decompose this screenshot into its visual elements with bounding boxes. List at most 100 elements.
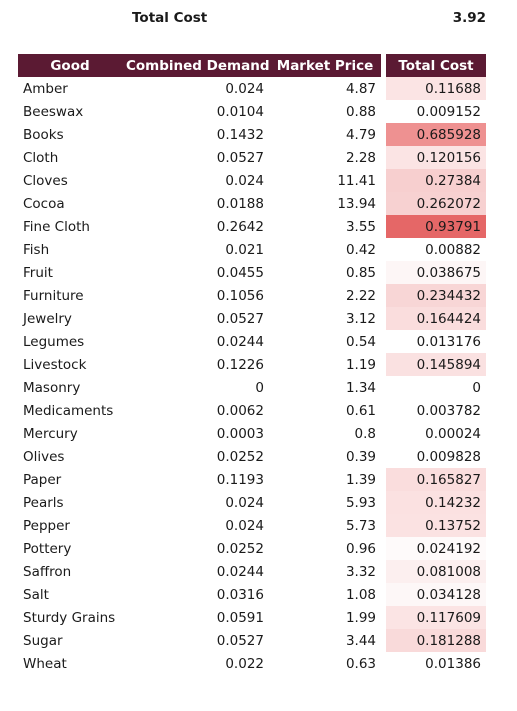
cell-good: Jewelry	[23, 310, 72, 327]
cell-good: Sturdy Grains	[23, 609, 116, 626]
cell-combined-demand: 0.0316	[216, 586, 264, 603]
cell-combined-demand: 0.0455	[216, 264, 264, 281]
cell-good: Cloth	[23, 149, 59, 166]
table-row: Amber 0.024 4.87 0.11688	[18, 77, 486, 100]
table-row: Fruit 0.0455 0.85 0.038675	[18, 261, 486, 284]
cell-total-cost: 0.27384	[381, 169, 486, 192]
cell-combined-demand: 0.0591	[216, 609, 264, 626]
cell-good: Cloves	[23, 172, 68, 189]
cell-total-cost: 0.181288	[381, 629, 486, 652]
cell-total-cost: 0.120156	[381, 146, 486, 169]
cell-total-cost: 0.13752	[381, 514, 486, 537]
cell-good: Fish	[23, 241, 50, 258]
header-market-price[interactable]: Market Price	[269, 54, 381, 77]
cell-market-price: 1.34	[345, 379, 376, 396]
cell-good: Medicaments	[23, 402, 114, 419]
cell-total-cost: 0.034128	[381, 583, 486, 606]
cell-combined-demand: 0.0003	[216, 425, 264, 442]
table-row: Mercury 0.0003 0.8 0.00024	[18, 422, 486, 445]
header-combined-demand[interactable]: Combined Demand	[122, 54, 269, 77]
cell-good: Fine Cloth	[23, 218, 90, 235]
total-cost-value: 3.92	[452, 10, 486, 26]
cell-market-price: 4.87	[345, 80, 376, 97]
cell-market-price: 0.39	[345, 448, 376, 465]
cell-market-price: 2.28	[345, 149, 376, 166]
cell-good: Wheat	[23, 655, 67, 672]
cell-total-cost: 0.117609	[381, 606, 486, 629]
cell-total-cost: 0.01386	[381, 652, 486, 675]
cell-good: Legumes	[23, 333, 85, 350]
table-body: Amber 0.024 4.87 0.11688 Beeswax 0.0104 0.88 0.…	[18, 77, 486, 675]
table-row: Sturdy Grains 0.0591 1.99 0.117609	[18, 606, 486, 629]
total-cost-label: Total Cost	[132, 10, 208, 26]
cell-combined-demand: 0.0527	[216, 149, 264, 166]
table-row: Cloves 0.024 11.41 0.27384	[18, 169, 486, 192]
cell-market-price: 3.12	[345, 310, 376, 327]
cell-good: Amber	[23, 80, 68, 97]
header-good[interactable]: Good	[18, 54, 122, 77]
cell-total-cost: 0.024192	[381, 537, 486, 560]
table-row: Masonry 0 1.34 0	[18, 376, 486, 399]
cell-market-price: 0.61	[345, 402, 376, 419]
cell-combined-demand: 0.024	[225, 517, 264, 534]
cell-combined-demand: 0.0188	[216, 195, 264, 212]
cell-total-cost: 0.11688	[381, 77, 486, 100]
header-total-cost[interactable]: Total Cost	[381, 54, 486, 77]
cell-total-cost: 0.081008	[381, 560, 486, 583]
table-row: Paper 0.1193 1.39 0.165827	[18, 468, 486, 491]
cell-total-cost: 0.038675	[381, 261, 486, 284]
cell-good: Pearls	[23, 494, 64, 511]
table-row: Books 0.1432 4.79 0.685928	[18, 123, 486, 146]
table-row: Pepper 0.024 5.73 0.13752	[18, 514, 486, 537]
table-row: Saffron 0.0244 3.32 0.081008	[18, 560, 486, 583]
cell-combined-demand: 0.1056	[216, 287, 264, 304]
cell-good: Saffron	[23, 563, 72, 580]
cell-market-price: 11.41	[337, 172, 376, 189]
cell-total-cost: 0.234432	[381, 284, 486, 307]
cell-market-price: 1.19	[345, 356, 376, 373]
cell-market-price: 0.85	[345, 264, 376, 281]
cell-total-cost: 0.262072	[381, 192, 486, 215]
cell-total-cost: 0.145894	[381, 353, 486, 376]
cell-market-price: 3.55	[345, 218, 376, 235]
cell-total-cost: 0.165827	[381, 468, 486, 491]
cell-good: Cocoa	[23, 195, 65, 212]
cell-combined-demand: 0.1193	[216, 471, 264, 488]
cell-good: Paper	[23, 471, 62, 488]
cell-good: Pottery	[23, 540, 72, 557]
cell-total-cost: 0.14232	[381, 491, 486, 514]
cell-combined-demand: 0.0252	[216, 540, 264, 557]
cell-good: Masonry	[23, 379, 81, 396]
cell-combined-demand: 0.0104	[216, 103, 264, 120]
cell-combined-demand: 0.024	[225, 172, 264, 189]
cell-combined-demand: 0.1226	[216, 356, 264, 373]
cell-good: Fruit	[23, 264, 53, 281]
cell-combined-demand: 0.0244	[216, 333, 264, 350]
table-row: Sugar 0.0527 3.44 0.181288	[18, 629, 486, 652]
cell-market-price: 0.42	[345, 241, 376, 258]
table-row: Furniture 0.1056 2.22 0.234432	[18, 284, 486, 307]
cell-good: Books	[23, 126, 64, 143]
cell-combined-demand: 0.022	[225, 655, 264, 672]
table-row: Jewelry 0.0527 3.12 0.164424	[18, 307, 486, 330]
cell-combined-demand: 0.024	[225, 80, 264, 97]
cell-total-cost: 0.013176	[381, 330, 486, 353]
cell-total-cost: 0.003782	[381, 399, 486, 422]
table-row: Olives 0.0252 0.39 0.009828	[18, 445, 486, 468]
cell-total-cost: 0.00024	[381, 422, 486, 445]
cell-total-cost: 0.93791	[381, 215, 486, 238]
cell-good: Pepper	[23, 517, 70, 534]
cell-combined-demand: 0.0062	[216, 402, 264, 419]
cell-total-cost: 0.685928	[381, 123, 486, 146]
table-row: Salt 0.0316 1.08 0.034128	[18, 583, 486, 606]
cell-good: Olives	[23, 448, 65, 465]
cell-total-cost: 0	[381, 376, 486, 399]
cell-combined-demand: 0.0527	[216, 310, 264, 327]
cell-market-price: 1.99	[345, 609, 376, 626]
table-row: Fine Cloth 0.2642 3.55 0.93791	[18, 215, 486, 238]
cell-market-price: 0.54	[345, 333, 376, 350]
cell-combined-demand: 0.0244	[216, 563, 264, 580]
cell-combined-demand: 0.1432	[216, 126, 264, 143]
cell-market-price: 2.22	[345, 287, 376, 304]
cell-market-price: 0.88	[345, 103, 376, 120]
